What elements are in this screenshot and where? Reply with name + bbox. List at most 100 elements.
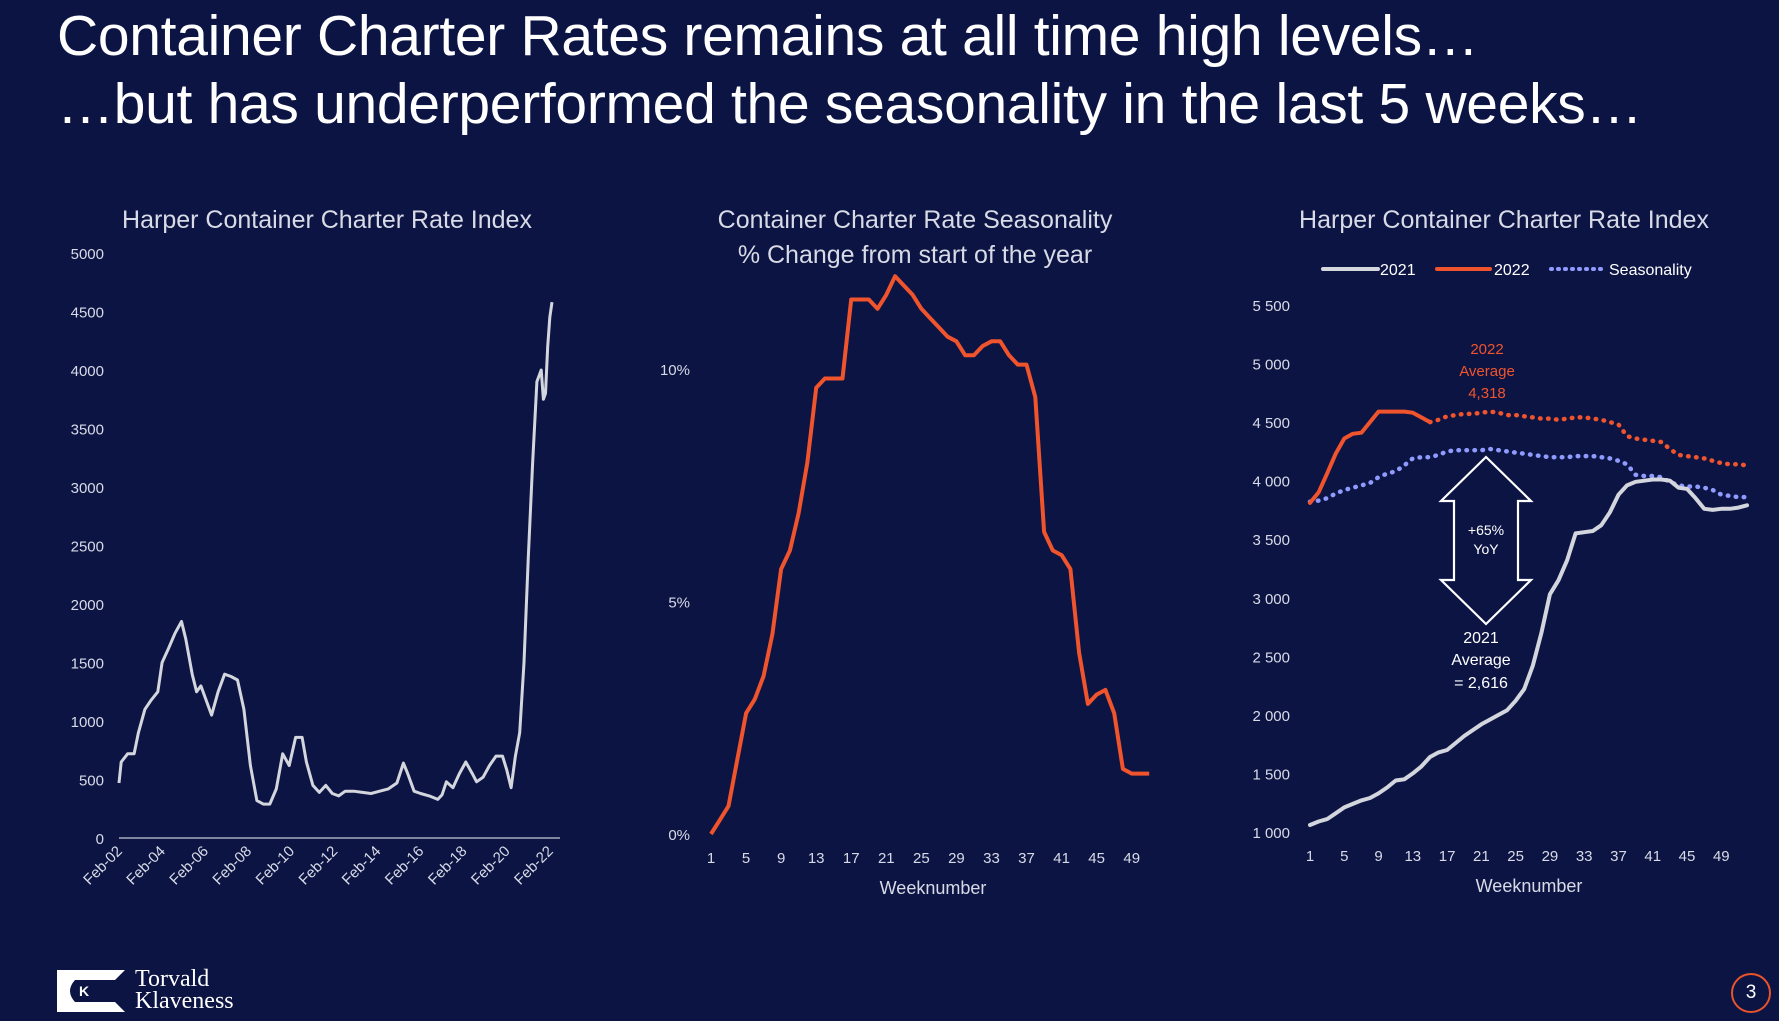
chart-2-series-line (709, 274, 1150, 836)
chart-3-y-tick-label: 5 500 (1252, 298, 1290, 315)
chart-2-y-tick-label: 5% (668, 595, 690, 612)
chart-1-x-tick-label: Feb-16 (382, 843, 428, 889)
chart-3-y-tick-label: 1 500 (1252, 766, 1290, 783)
chart-2-x-tick-label: 5 (742, 850, 750, 867)
chart-3-x-tick-label: 13 (1404, 848, 1421, 865)
logo-line-2: Klaveness (135, 988, 234, 1014)
chart-1-y-tick-label: 1500 (71, 656, 104, 673)
chart-1-harper-index-history: Harper Container Charter Rate Index 0 500… (71, 206, 560, 888)
company-logo: K Torvald Klaveness (57, 966, 262, 1016)
chart-1-x-tick-label: Feb-02 (80, 843, 126, 889)
chart-3-y-tick-label: 3 500 (1252, 532, 1290, 549)
company-logo-mark: K (57, 970, 125, 1012)
chart-3-series-line-2022-projected (1427, 409, 1750, 468)
chart-3-series-line-2022 (1308, 409, 1432, 505)
chart-1-y-tick-label: 3000 (71, 480, 104, 497)
chart-1-x-tick-label: Feb-06 (166, 843, 212, 889)
chart-1-y-tick-label: 0 (96, 831, 104, 848)
chart-3-x-tick-label: 33 (1576, 848, 1593, 865)
chart-3-x-tick-label: 21 (1473, 848, 1490, 865)
chart-3-y-tick-label: 4 500 (1252, 415, 1290, 432)
legend-item-2022: 2022 (1435, 262, 1530, 279)
chart-2-title: Container Charter Rate Seasonality (718, 206, 1113, 234)
chart-3-x-tick-label: 37 (1610, 848, 1627, 865)
chart-2-x-axis-label: Weeknumber (880, 878, 987, 898)
page-number-badge: 3 (1731, 973, 1771, 1013)
chart-3-y-tick-label: 2 000 (1252, 708, 1290, 725)
chart-3-x-tick-label: 49 (1713, 848, 1730, 865)
chart-1-x-tick-label: Feb-10 (253, 843, 299, 889)
chart-2-x-tick-label: 49 (1123, 850, 1140, 867)
chart-1-y-tick-label: 1000 (71, 714, 104, 731)
chart-1-x-tick-label: Feb-08 (209, 843, 255, 889)
chart-2-x-tick-label: 25 (913, 850, 930, 867)
annotation-2022-average-line-2: Average (1459, 363, 1515, 380)
chart-3-y-tick-label: 5 000 (1252, 357, 1290, 374)
chart-3-y-tick-label: 1 000 (1252, 825, 1290, 842)
chart-3-y-tick-label: 2 500 (1252, 649, 1290, 666)
chart-2-series (709, 274, 1150, 836)
headline-line-2: …but has underperformed the seasonality … (57, 72, 1643, 136)
legend-label-2021: 2021 (1380, 262, 1416, 279)
chart-3-x-tick-label: 1 (1306, 848, 1314, 865)
chart-1-y-tick-label: 4000 (71, 363, 104, 380)
chart-1-y-tick-label: 2000 (71, 597, 104, 614)
chart-2-x-tick-label: 37 (1018, 850, 1035, 867)
chart-3-y-tick-label: 4 000 (1252, 474, 1290, 491)
chart-2-subtitle: % Change from start of the year (738, 241, 1092, 269)
annotation-yoy-line-1: +65% (1468, 522, 1504, 538)
annotation-2022-average-line-1: 2022 (1470, 341, 1503, 358)
annotation-yoy-line-2: YoY (1473, 541, 1499, 557)
chart-2-y-ticks: 0% 5% 10% (660, 362, 690, 844)
chart-3-series-line-2021 (1308, 477, 1749, 827)
chart-1-title: Harper Container Charter Rate Index (122, 206, 532, 234)
chart-1-y-tick-label: 5000 (71, 246, 104, 263)
legend-item-seasonality: Seasonality (1549, 262, 1692, 279)
legend-label-2022: 2022 (1494, 262, 1530, 279)
annotation-2021-average-line-2: Average (1451, 652, 1510, 669)
chart-2-x-tick-label: 9 (777, 850, 785, 867)
annotation-2021-average-line-3: = 2,616 (1454, 675, 1508, 692)
annotation-yoy: +65% YoY (1468, 522, 1504, 557)
chart-2-x-ticks: 1 5 9 13 17 21 25 29 33 37 41 45 49 (707, 850, 1140, 867)
svg-text:K: K (79, 983, 89, 999)
chart-2-x-tick-label: 41 (1053, 850, 1070, 867)
chart-3-x-tick-label: 25 (1507, 848, 1524, 865)
chart-2-x-tick-label: 1 (707, 850, 715, 867)
yoy-double-arrow (1438, 455, 1534, 626)
chart-1-y-tick-label: 3500 (71, 422, 104, 439)
headline: Container Charter Rates remains at all t… (57, 2, 1643, 138)
chart-2-x-tick-label: 45 (1088, 850, 1105, 867)
annotation-2022-average-line-3: 4,318 (1468, 385, 1506, 402)
chart-3-harper-index-yearly: Harper Container Charter Rate Index 2021… (1252, 206, 1750, 896)
chart-3-x-tick-label: 5 (1340, 848, 1348, 865)
chart-3-x-tick-label: 45 (1679, 848, 1696, 865)
chart-2-x-tick-label: 21 (878, 850, 895, 867)
chart-1-series (117, 301, 554, 806)
annotation-2021-average: 2021 Average = 2,616 (1451, 630, 1510, 692)
chart-3-x-tick-label: 17 (1439, 848, 1456, 865)
chart-3-y-ticks: 1 000 1 500 2 000 2 500 3 000 3 500 4 000 4 500… (1252, 298, 1290, 842)
chart-3-x-tick-label: 29 (1542, 848, 1559, 865)
chart-3-x-tick-label: 9 (1374, 848, 1382, 865)
chart-1-x-tick-label: Feb-22 (511, 843, 557, 889)
headline-line-1: Container Charter Rates remains at all t… (57, 4, 1479, 68)
chart-3-y-tick-label: 3 000 (1252, 591, 1290, 608)
chart-1-x-tick-label: Feb-20 (468, 843, 514, 889)
chart-1-x-tick-label: Feb-12 (296, 843, 342, 889)
chart-1-y-ticks: 0 500 1000 1500 2000 2500 3000 3500 4000 4500 5000 (71, 246, 104, 848)
chart-2-x-tick-label: 13 (808, 850, 825, 867)
chart-3-legend: 2021 2022 Seasonality (1321, 262, 1692, 279)
chart-1-series-line (117, 301, 554, 806)
chart-1-x-tick-label: Feb-04 (123, 843, 169, 889)
logo-line-1: Torvald (135, 966, 210, 992)
company-logo-wordmark: Torvald Klaveness (135, 966, 234, 1014)
chart-3-x-tick-label: 41 (1644, 848, 1661, 865)
chart-2-y-tick-label: 0% (668, 827, 690, 844)
chart-2-x-tick-label: 17 (843, 850, 860, 867)
chart-1-x-tick-label: Feb-18 (425, 843, 471, 889)
chart-2-seasonality: Container Charter Rate Seasonality % Cha… (660, 206, 1150, 898)
chart-1-y-tick-label: 4500 (71, 305, 104, 322)
